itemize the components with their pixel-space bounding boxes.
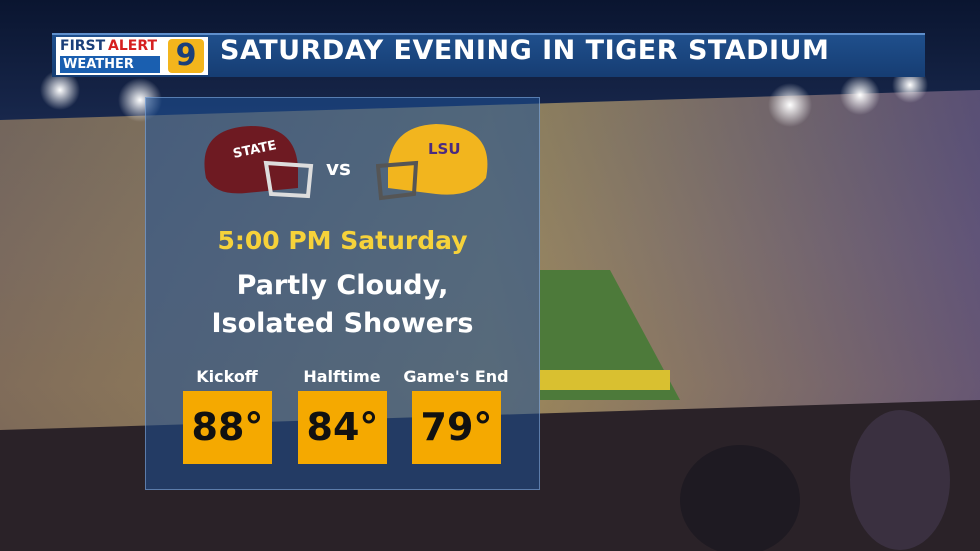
forecast-panel: STATE vs LSU 5:00 PM Saturday Partly Clo… [145,97,540,490]
temperature-value: 84° [298,391,387,464]
title: SATURDAY EVENING IN TIGER STADIUM [220,35,830,66]
temperature-value: 79° [412,391,501,464]
away-helmet: STATE [204,126,314,199]
logo: FIRST ALERT WEATHER 9 [56,37,208,75]
logo-weather: WEATHER [60,56,160,73]
logo-channel: 9 [168,39,204,73]
logo-first: FIRST [60,38,106,54]
temperature-value: 88° [183,391,272,464]
home-helmet: LSU [376,124,488,201]
temperature-label: Game's End [403,367,509,386]
logo-alert: ALERT [108,38,158,54]
versus: vs [326,156,351,180]
kickoff-time: 5:00 PM Saturday [217,226,468,255]
temperature-label: Halftime [303,367,381,386]
helmet-text: LSU [428,140,461,158]
header-bar: FIRST ALERT WEATHER 9 SATURDAY EVENING I… [52,33,925,77]
conditions: Partly Cloudy, [236,270,449,301]
temperature-label: Kickoff [196,367,258,386]
conditions: Isolated Showers [211,308,474,339]
